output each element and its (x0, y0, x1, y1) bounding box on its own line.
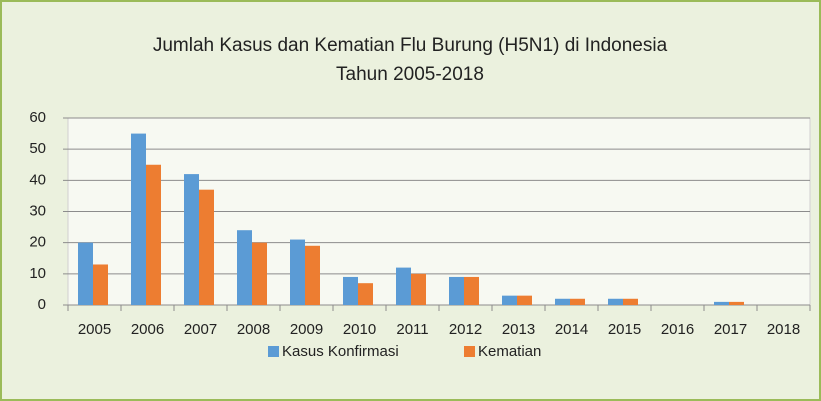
bar (729, 301, 744, 305)
legend-label: Kasus Konfirmasi (282, 343, 399, 360)
y-tick-label: 40 (29, 171, 46, 188)
bar (502, 295, 517, 305)
x-tick-label: 2008 (237, 321, 270, 338)
x-tick-label: 2009 (290, 321, 323, 338)
bar (464, 276, 479, 305)
bar (714, 301, 729, 305)
bar (555, 298, 570, 305)
bar (93, 264, 108, 305)
x-tick-label: 2015 (608, 321, 641, 338)
y-tick-label: 60 (29, 109, 46, 126)
x-tick-label: 2005 (78, 321, 111, 338)
bar (78, 242, 93, 305)
bar (146, 164, 161, 305)
legend-swatch (268, 346, 279, 357)
y-tick-label: 20 (29, 234, 46, 251)
bar (517, 295, 532, 305)
bar (358, 283, 373, 305)
chart-title: Jumlah Kasus dan Kematian Flu Burung (H5… (153, 35, 668, 56)
x-tick-label: 2016 (661, 321, 694, 338)
bar (343, 276, 358, 305)
y-tick-label: 0 (38, 296, 46, 313)
bar (252, 242, 267, 305)
x-tick-label: 2011 (396, 321, 428, 338)
bar (570, 298, 585, 305)
bar (449, 276, 464, 305)
x-tick-label: 2017 (714, 321, 747, 338)
x-tick-label: 2007 (184, 321, 217, 338)
x-tick-label: 2018 (767, 321, 800, 338)
bar (623, 298, 638, 305)
bar (290, 239, 305, 305)
x-tick-label: 2010 (343, 321, 376, 338)
x-tick-label: 2012 (449, 321, 482, 338)
x-tick-label: 2013 (502, 321, 535, 338)
x-tick-label: 2006 (131, 321, 164, 338)
bar (305, 245, 320, 305)
bar (396, 267, 411, 305)
bar (131, 133, 146, 305)
bar (237, 230, 252, 305)
y-tick-label: 30 (29, 202, 46, 219)
bar (608, 298, 623, 305)
legend-label: Kematian (478, 343, 541, 360)
legend-swatch (464, 346, 475, 357)
chart-title: Tahun 2005-2018 (336, 64, 484, 85)
y-tick-label: 50 (29, 140, 46, 157)
x-tick-label: 2014 (555, 321, 588, 338)
y-tick-label: 10 (29, 265, 46, 282)
bar (411, 273, 426, 305)
bar (184, 174, 199, 305)
bar (199, 189, 214, 305)
